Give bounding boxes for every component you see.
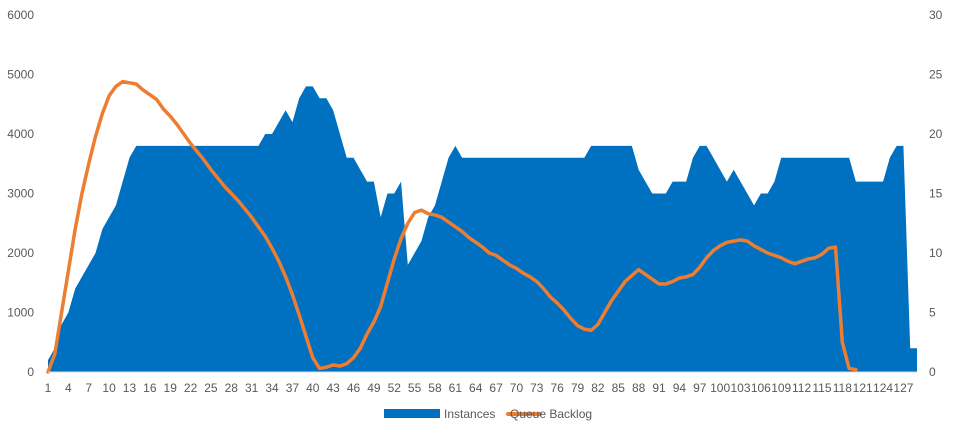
y2-axis-tick-label: 0 xyxy=(929,365,936,379)
x-axis-tick-label: 112 xyxy=(792,381,811,395)
x-axis-tick-label: 16 xyxy=(143,381,157,395)
y2-axis-tick-label: 5 xyxy=(929,306,936,320)
x-axis-tick-label: 106 xyxy=(751,381,771,395)
x-axis-tick-label: 52 xyxy=(388,381,402,395)
x-axis-tick-label: 58 xyxy=(428,381,442,395)
legend-label-queue-backlog: Queue Backlog xyxy=(510,407,592,421)
x-axis-tick-label: 49 xyxy=(367,381,381,395)
x-axis-tick-label: 25 xyxy=(204,381,218,395)
x-axis-tick-label: 1 xyxy=(45,381,52,395)
series-instances-area xyxy=(48,86,917,373)
x-axis-tick-label: 127 xyxy=(893,381,913,395)
x-axis-tick-label: 109 xyxy=(771,381,791,395)
x-axis-tick-label: 73 xyxy=(530,381,544,395)
legend-swatch-instances xyxy=(384,409,440,418)
backlog-line-layer xyxy=(46,79,858,374)
x-axis-tick-label: 76 xyxy=(551,381,565,395)
y-axis-tick-label: 0 xyxy=(27,365,34,379)
legend-label-instances: Instances xyxy=(444,407,495,421)
y2-axis-tick-label: 15 xyxy=(929,187,943,201)
y-axis-tick-label: 3000 xyxy=(7,187,34,201)
x-axis-tick-label: 91 xyxy=(652,381,666,395)
x-axis-tick-label: 61 xyxy=(449,381,463,395)
legend: Instances Queue Backlog xyxy=(384,407,592,421)
x-axis-tick-label: 22 xyxy=(184,381,198,395)
x-axis-tick-label: 13 xyxy=(123,381,137,395)
y2-axis-tick-label: 20 xyxy=(929,127,943,141)
x-axis-tick-label: 115 xyxy=(812,381,831,395)
x-axis-tick-label: 55 xyxy=(408,381,422,395)
x-axis-tick-label: 34 xyxy=(265,381,279,395)
y-axis-tick-label: 2000 xyxy=(7,246,34,260)
x-axis-tick-label: 82 xyxy=(591,381,605,395)
x-axis-tick-label: 37 xyxy=(286,381,300,395)
x-axis-tick-label: 94 xyxy=(673,381,687,395)
x-axis-tick-label: 46 xyxy=(347,381,361,395)
x-axis-tick-label: 118 xyxy=(833,381,852,395)
x-axis-tick-label: 100 xyxy=(710,381,730,395)
y-axis-tick-label: 1000 xyxy=(7,306,34,320)
instances-area-layer xyxy=(48,86,917,373)
series-queue-backlog-line xyxy=(46,79,858,374)
x-axis-tick-label: 19 xyxy=(164,381,178,395)
x-axis-tick-label: 124 xyxy=(873,381,893,395)
x-axis-tick-label: 70 xyxy=(510,381,524,395)
x-axis-tick-label: 40 xyxy=(306,381,320,395)
x-axis-tick-label: 10 xyxy=(102,381,116,395)
x-axis-tick-label: 28 xyxy=(225,381,239,395)
y-axis-tick-label: 6000 xyxy=(7,8,34,22)
y2-axis-tick-label: 30 xyxy=(929,8,943,22)
x-axis-tick-label: 64 xyxy=(469,381,483,395)
x-axis-tick-label: 88 xyxy=(632,381,646,395)
y-axis-tick-label: 4000 xyxy=(7,127,34,141)
x-axis-tick-label: 103 xyxy=(730,381,750,395)
x-axis-tick-label: 85 xyxy=(612,381,626,395)
y2-axis-tick-label: 10 xyxy=(929,246,943,260)
x-axis-tick-label: 67 xyxy=(489,381,503,395)
x-axis-tick-label: 121 xyxy=(853,381,873,395)
x-axis-tick-label: 31 xyxy=(245,381,259,395)
y2-axis-tick-label: 25 xyxy=(929,68,943,82)
x-axis-tick-label: 43 xyxy=(326,381,340,395)
x-axis-tick-label: 79 xyxy=(571,381,585,395)
x-axis-tick-label: 97 xyxy=(693,381,707,395)
x-axis-tick-label: 4 xyxy=(65,381,72,395)
x-axis-tick-label: 7 xyxy=(85,381,92,395)
y-axis-tick-label: 5000 xyxy=(7,68,34,82)
